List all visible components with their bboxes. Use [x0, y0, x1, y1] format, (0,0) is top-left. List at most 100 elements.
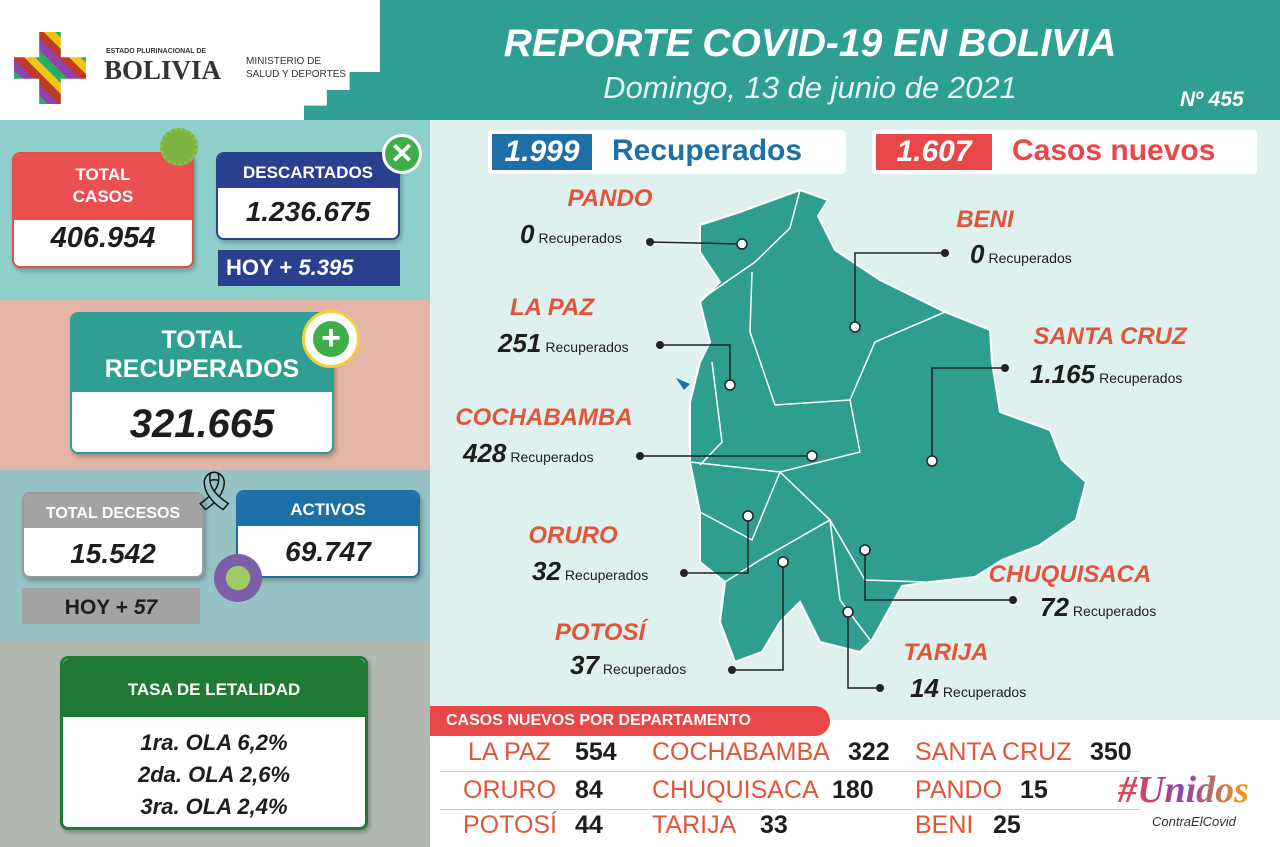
department-name: POTOSÍ [463, 811, 558, 839]
unit: Recuperados [988, 250, 1071, 266]
department-name: TARIJA [652, 811, 737, 839]
value: 321.665 [129, 402, 275, 446]
department-name: TARIJA [904, 639, 989, 666]
unit: Recuperados [510, 449, 593, 465]
deaths-today: HOY + 57 [22, 588, 200, 624]
today-label: HOY + [64, 596, 129, 619]
label: ACTIVOS [238, 492, 418, 526]
virus-icon [160, 128, 198, 166]
label: DESCARTADOS [218, 154, 398, 188]
department-recovered: 37 Recuperados [570, 650, 686, 680]
connector [684, 516, 749, 574]
department-name: CHUQUISACA [652, 776, 819, 804]
department-name: BENI [915, 811, 974, 839]
label: TOTAL DECESOS [24, 494, 202, 528]
table-title: CASOS NUEVOS POR DEPARTAMENTO [430, 706, 830, 736]
new-cases-value: 44 [575, 811, 603, 839]
value: 0 [520, 219, 535, 249]
new-cases-value: 350 [1090, 738, 1132, 766]
department-recovered: 14 Recuperados [910, 673, 1026, 703]
discard-icon: ✕ [382, 134, 422, 174]
connector [649, 241, 743, 245]
lethality: TASA DE LETALIDAD 1ra. OLA 6,2% 2da. OLA… [60, 656, 368, 830]
value: 72 [1040, 592, 1069, 622]
value: 37 [570, 650, 600, 680]
department-dot [736, 238, 748, 250]
department-dot [926, 455, 938, 467]
connector [854, 252, 945, 327]
country: BOLIVIA [104, 55, 222, 85]
department-name: ORURO [463, 776, 557, 804]
new-cases-value: 33 [760, 811, 788, 839]
title: REPORTE COVID-19 EN BOLIVIA [503, 22, 1117, 65]
connector-start [680, 569, 688, 577]
department-name: PANDO [568, 185, 653, 212]
campaign-subtitle: ContraElCovid [1152, 814, 1236, 829]
summary-recovered: 1.999 Recuperados [488, 130, 846, 174]
row-divider [440, 771, 1140, 772]
label: TOTAL RECUPERADOS [72, 314, 332, 392]
value: 406.954 [50, 222, 156, 254]
active: ACTIVOS 69.747 [236, 490, 420, 578]
virus-icon [214, 554, 262, 602]
new-cases-value: 180 [832, 776, 874, 804]
connector-start [656, 341, 664, 349]
discarded: DESCARTADOS 1.236.675 [216, 152, 400, 240]
department-name: SANTA CRUZ [1033, 323, 1188, 350]
report-number: Nº 455 [1180, 88, 1244, 111]
department-dot [859, 544, 871, 556]
department-name: POTOSÍ [555, 618, 650, 646]
unit: Recuperados [538, 230, 621, 246]
ribbon-icon: 🎗 [190, 471, 239, 513]
border [699, 361, 723, 466]
total-recovered: TOTAL RECUPERADOS 321.665 [70, 312, 334, 454]
department-name: BENI [956, 206, 1015, 233]
department-dot [842, 606, 854, 618]
department-dot [849, 321, 861, 333]
label-line: CASOS [72, 187, 134, 206]
border [699, 189, 801, 301]
value: 251 [497, 328, 541, 358]
value: 1.165 [1030, 359, 1096, 389]
unit: Recuperados [943, 684, 1026, 700]
new-cases-value: 15 [1020, 776, 1048, 804]
today-label: HOY + [226, 255, 293, 280]
row-divider [440, 809, 1140, 810]
connector [931, 367, 1005, 461]
value: 0 [970, 239, 985, 269]
department-name: SANTA CRUZ [915, 738, 1072, 766]
connector-start [646, 238, 654, 246]
department-name: CHUQUISACA [989, 561, 1152, 588]
lake [676, 378, 690, 390]
department-recovered: 32 Recuperados [532, 556, 648, 586]
date: Domingo, 13 de junio de 2021 [603, 70, 1017, 105]
label: TOTAL CASOS [14, 154, 192, 220]
border [749, 271, 946, 406]
unit: Recuperados [545, 339, 628, 355]
value: 1.236.675 [245, 196, 371, 227]
value: 32 [532, 556, 561, 586]
ministry: MINISTERIO DE [246, 56, 322, 67]
label-line: TOTAL [161, 326, 243, 354]
unit: Recuperados [565, 567, 648, 583]
line: 3ra. OLA 2,4% [140, 794, 288, 819]
connector [732, 562, 784, 671]
ministry: SALUD Y DEPORTES [246, 69, 347, 80]
border [699, 470, 926, 583]
discarded-today: HOY + 5.395 [218, 250, 400, 286]
new-cases-value: 25 [993, 811, 1021, 839]
unit: Recuperados [1099, 370, 1182, 386]
unit: Recuperados [1073, 603, 1156, 619]
title: TASA DE LETALIDAD [63, 659, 365, 717]
department-recovered: 1.165 Recuperados [1030, 359, 1182, 389]
value: 15.542 [70, 538, 156, 569]
state: ESTADO PLURINACIONAL DE [106, 48, 207, 55]
border [689, 399, 861, 473]
table-area [430, 720, 1280, 847]
department-recovered: 72 Recuperados [1040, 592, 1156, 622]
label: Recuperados [612, 134, 803, 167]
connector-start [876, 684, 884, 692]
connector-start [636, 452, 644, 460]
